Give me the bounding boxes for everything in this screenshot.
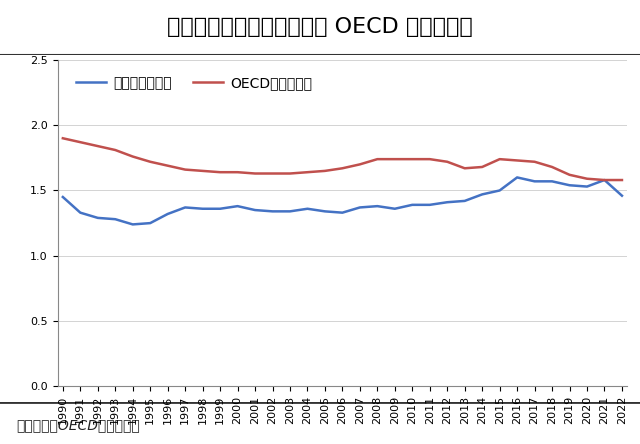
OECD总和生育率	[251, 171, 259, 176]
OECD总和生育率	[321, 168, 329, 174]
德国总和生育率	[513, 175, 521, 180]
OECD总和生育率	[356, 162, 364, 167]
德国总和生育率	[216, 206, 224, 211]
OECD总和生育率	[374, 156, 381, 162]
OECD总和生育率	[496, 156, 504, 162]
德国总和生育率	[461, 198, 468, 204]
OECD总和生育率	[618, 177, 626, 182]
OECD总和生育率	[303, 170, 311, 175]
OECD总和生育率	[339, 166, 346, 171]
德国总和生育率	[374, 203, 381, 209]
德国总和生育率	[251, 207, 259, 213]
德国总和生育率	[583, 184, 591, 189]
OECD总和生育率	[286, 171, 294, 176]
德国总和生育率	[408, 202, 416, 207]
OECD总和生育率	[408, 156, 416, 162]
德国总和生育率	[164, 211, 172, 217]
OECD总和生育率	[181, 167, 189, 172]
OECD总和生育率	[566, 172, 573, 178]
OECD总和生育率	[59, 135, 67, 141]
德国总和生育率	[339, 210, 346, 215]
德国总和生育率	[76, 210, 84, 215]
德国总和生育率	[199, 206, 207, 211]
德国总和生育率	[618, 193, 626, 198]
OECD总和生育率	[531, 159, 538, 164]
德国总和生育率	[391, 206, 399, 211]
Line: 德国总和生育率: 德国总和生育率	[63, 178, 622, 224]
德国总和生育率	[496, 188, 504, 193]
德国总和生育率	[478, 192, 486, 197]
德国总和生育率	[356, 205, 364, 210]
OECD总和生育率	[216, 170, 224, 175]
OECD总和生育率	[513, 158, 521, 163]
OECD总和生育率	[391, 156, 399, 162]
德国总和生育率	[303, 206, 311, 211]
Text: 图表：德国总和生育率低于 OECD 但逐年接近: 图表：德国总和生育率低于 OECD 但逐年接近	[167, 16, 473, 37]
OECD总和生育率	[129, 154, 136, 159]
德国总和生育率	[286, 209, 294, 214]
德国总和生育率	[444, 199, 451, 205]
德国总和生育率	[269, 209, 276, 214]
Line: OECD总和生育率: OECD总和生育率	[63, 138, 622, 180]
OECD总和生育率	[269, 171, 276, 176]
德国总和生育率	[426, 202, 434, 207]
OECD总和生育率	[461, 166, 468, 171]
德国总和生育率	[566, 182, 573, 188]
Text: 资料来源：OECD，育婴人口: 资料来源：OECD，育婴人口	[16, 418, 140, 432]
OECD总和生育率	[164, 163, 172, 168]
德国总和生育率	[147, 221, 154, 226]
德国总和生育率	[601, 177, 609, 182]
OECD总和生育率	[94, 143, 102, 149]
德国总和生育率	[234, 203, 241, 209]
德国总和生育率	[129, 222, 136, 227]
OECD总和生育率	[583, 176, 591, 182]
德国总和生育率	[181, 205, 189, 210]
德国总和生育率	[321, 209, 329, 214]
Legend: 德国总和生育率, OECD总和生育率: 德国总和生育率, OECD总和生育率	[70, 70, 318, 95]
德国总和生育率	[548, 178, 556, 184]
OECD总和生育率	[199, 168, 207, 174]
OECD总和生育率	[234, 170, 241, 175]
德国总和生育率	[531, 178, 538, 184]
德国总和生育率	[59, 194, 67, 200]
OECD总和生育率	[478, 164, 486, 170]
OECD总和生育率	[444, 159, 451, 164]
OECD总和生育率	[426, 156, 434, 162]
OECD总和生育率	[548, 164, 556, 170]
OECD总和生育率	[147, 159, 154, 164]
OECD总和生育率	[76, 139, 84, 145]
OECD总和生育率	[601, 177, 609, 182]
OECD总和生育率	[111, 147, 119, 153]
德国总和生育率	[111, 217, 119, 222]
德国总和生育率	[94, 215, 102, 221]
